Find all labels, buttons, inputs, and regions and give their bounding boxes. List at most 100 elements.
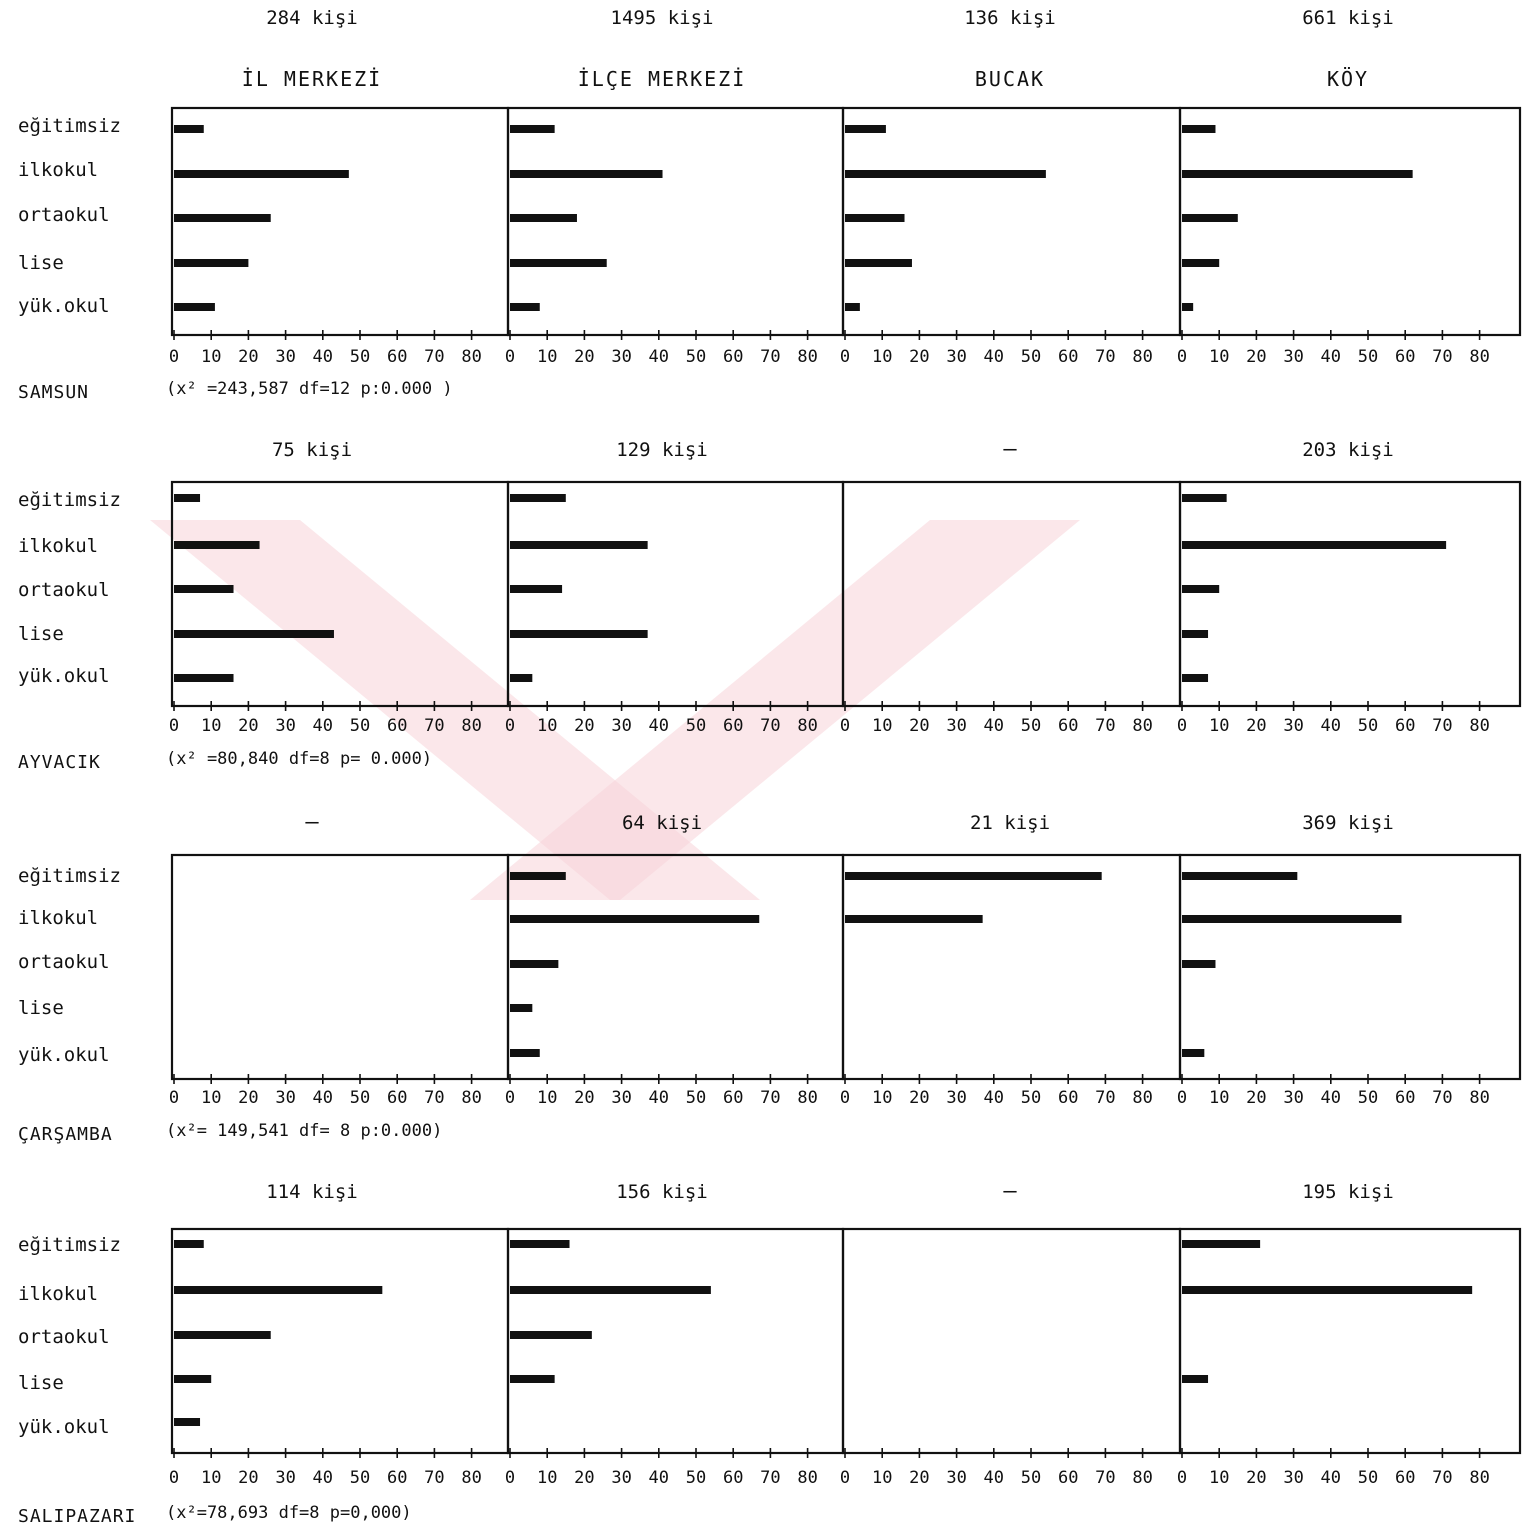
sample-count-label: 21 kişi [970,812,1050,834]
x-tick-label: 20 [574,1088,594,1108]
x-tick-label: 30 [1283,716,1303,736]
sample-count-label: — [305,810,319,835]
watermark-logo [150,520,1080,900]
category-label-3: lise [18,623,64,645]
x-tick-label: 10 [201,716,221,736]
x-tick-label: 10 [872,347,892,367]
category-label-0: eğitimsiz [18,489,121,511]
x-tick-label: 20 [238,1088,258,1108]
x-tick-label: 30 [275,1468,295,1488]
x-tick-label: 30 [1283,1468,1303,1488]
x-tick-label: 30 [946,1468,966,1488]
bar-lise [845,259,912,267]
sample-count-label: 114 kişi [266,1181,358,1203]
category-label-0: eğitimsiz [18,1234,121,1256]
bar-lise [174,259,249,267]
x-tick-label: 70 [1432,716,1452,736]
x-tick-label: 0 [840,347,850,367]
bar-yük.okul [174,303,215,311]
x-tick-label: 40 [649,1088,669,1108]
category-label-1: ilkokul [18,159,98,181]
bar-eğitimsiz [174,125,204,133]
bar-ilkokul [510,170,663,178]
x-tick-label: 30 [946,1088,966,1108]
sample-count-label: 136 kişi [964,7,1056,29]
x-tick-label: 60 [387,716,407,736]
x-tick-label: 70 [424,716,444,736]
sample-count-label: 195 kişi [1302,1181,1394,1203]
x-tick-label: 30 [1283,347,1303,367]
x-tick-label: 40 [649,347,669,367]
x-tick-label: 70 [424,1468,444,1488]
x-tick-label: 50 [686,1468,706,1488]
x-tick-label: 10 [872,716,892,736]
x-tick-label: 70 [760,716,780,736]
sample-count-label: 1495 kişi [611,7,714,29]
bar-lise [1182,630,1209,638]
x-tick-label: 40 [1321,347,1341,367]
x-tick-label: 70 [1095,1468,1115,1488]
panel-frame [841,853,1182,1081]
x-tick-label: 60 [387,347,407,367]
bar-eğitimsiz [845,872,1102,880]
x-tick-label: 60 [723,347,743,367]
sample-count-label: — [1003,1179,1017,1204]
x-tick-label: 20 [1246,1468,1266,1488]
category-label-2: ortaokul [18,1326,110,1348]
bar-ilkokul [510,541,648,549]
column-header-0: İL MERKEZİ [242,67,382,91]
x-tick-label: 0 [840,1468,850,1488]
x-tick-label: 50 [686,1088,706,1108]
sample-count-label: 284 kişi [266,7,358,29]
bar-lise [1182,1375,1209,1383]
bar-lise [1182,259,1220,267]
bar-ilkokul [845,915,983,923]
x-tick-label: 50 [1021,1468,1041,1488]
chi-square-stats: (x²= 149,541 df= 8 p:0.000) [166,1121,442,1141]
x-tick-label: 0 [1177,1468,1187,1488]
x-tick-label: 80 [1132,1468,1152,1488]
bar-ilkokul [174,1286,383,1294]
column-header-2: BUCAK [975,67,1045,91]
bar-ilkokul [1182,1286,1473,1294]
x-tick-label: 0 [840,716,850,736]
x-tick-label: 20 [238,1468,258,1488]
x-tick-label: 40 [984,1468,1004,1488]
x-tick-label: 20 [909,347,929,367]
x-tick-label: 50 [1021,1088,1041,1108]
bar-ilkokul [1182,915,1402,923]
panel-frame [170,1227,510,1455]
x-tick-label: 60 [387,1088,407,1108]
x-tick-label: 40 [313,716,333,736]
x-tick-label: 50 [1021,716,1041,736]
sample-count-label: 203 kişi [1302,439,1394,461]
x-tick-label: 60 [387,1468,407,1488]
category-label-1: ilkokul [18,907,98,929]
region-label: SALIPAZARI [18,1506,136,1527]
category-label-3: lise [18,997,64,1019]
region-label: SAMSUN [18,382,89,403]
bar-ortaokul [174,1331,271,1339]
bar-lise [174,630,334,638]
category-label-4: yük.okul [18,1416,110,1438]
x-tick-label: 80 [1469,716,1489,736]
x-tick-label: 20 [909,1468,929,1488]
x-tick-label: 40 [649,716,669,736]
x-tick-label: 0 [169,1468,179,1488]
bar-ortaokul [1182,214,1238,222]
sample-count-label: 64 kişi [622,812,702,834]
x-tick-label: 20 [574,347,594,367]
x-tick-label: 80 [461,347,481,367]
bar-ilkokul [1182,541,1447,549]
x-tick-label: 20 [574,1468,594,1488]
bar-lise [510,630,648,638]
x-tick-label: 50 [1358,716,1378,736]
x-tick-label: 60 [723,716,743,736]
x-tick-label: 80 [1132,1088,1152,1108]
bar-eğitimsiz [1182,494,1227,502]
x-tick-label: 60 [1395,1088,1415,1108]
bar-eğitimsiz [174,494,201,502]
x-tick-label: 0 [840,1088,850,1108]
sample-count-label: 369 kişi [1302,812,1394,834]
x-tick-label: 30 [946,716,966,736]
